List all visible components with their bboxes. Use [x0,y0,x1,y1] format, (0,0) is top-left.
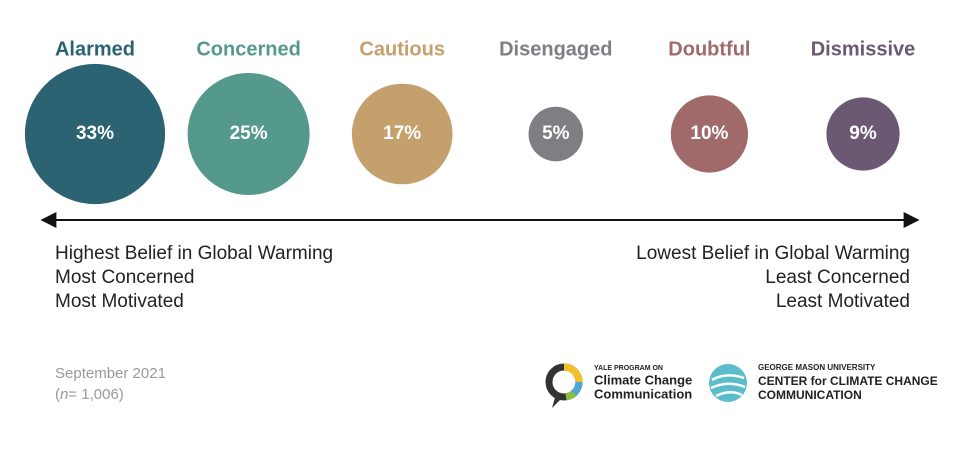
sample-size: (n= 1,006) [55,386,124,403]
logo-text: COMMUNICATION [758,388,862,402]
category-label: Concerned [196,38,300,60]
value-label: 10% [690,123,728,144]
right-labels: Lowest Belief in Global Warming Least Co… [636,243,910,312]
right-label: Lowest Belief in Global Warming [636,243,910,264]
logo-text: YALE PROGRAM ON [594,365,663,372]
bubble [826,97,900,171]
category-label: Doubtful [668,38,750,60]
logo-text: GEORGE MASON UNIVERSITY [758,363,876,372]
value-label: 9% [849,123,877,144]
gmu-logo: GEORGE MASON UNIVERSITY CENTER for CLIMA… [709,363,938,402]
value-label: 5% [542,123,570,144]
category-label: Alarmed [55,38,135,60]
value-label: 17% [383,123,421,144]
sample-part: ( [55,386,60,403]
bubble [24,63,166,205]
value-label: 33% [76,123,114,144]
bubble [187,73,310,195]
left-label: Most Concerned [55,267,194,288]
category-label: Dismissive [811,38,916,60]
bubble [670,95,748,173]
value-label: 25% [230,123,268,144]
right-label: Least Motivated [776,291,910,312]
bubble [351,83,453,185]
logo-text: Climate Change [594,372,692,387]
left-labels: Highest Belief in Global Warming Most Co… [55,243,333,312]
logo-text: CENTER for CLIMATE CHANGE [758,374,938,388]
category-label: Disengaged [499,38,612,60]
right-label: Least Concerned [765,267,910,288]
category-label: Cautious [359,38,445,60]
date: September 2021 [55,365,166,382]
sample-part: n [60,386,68,403]
yale-logo: YALE PROGRAM ON Climate Change Communica… [545,363,692,408]
left-label: Most Motivated [55,291,184,312]
left-label: Highest Belief in Global Warming [55,243,333,264]
bubble [528,106,584,162]
logo-text: Communication [594,386,692,401]
sample-part: = 1,006) [68,386,123,403]
